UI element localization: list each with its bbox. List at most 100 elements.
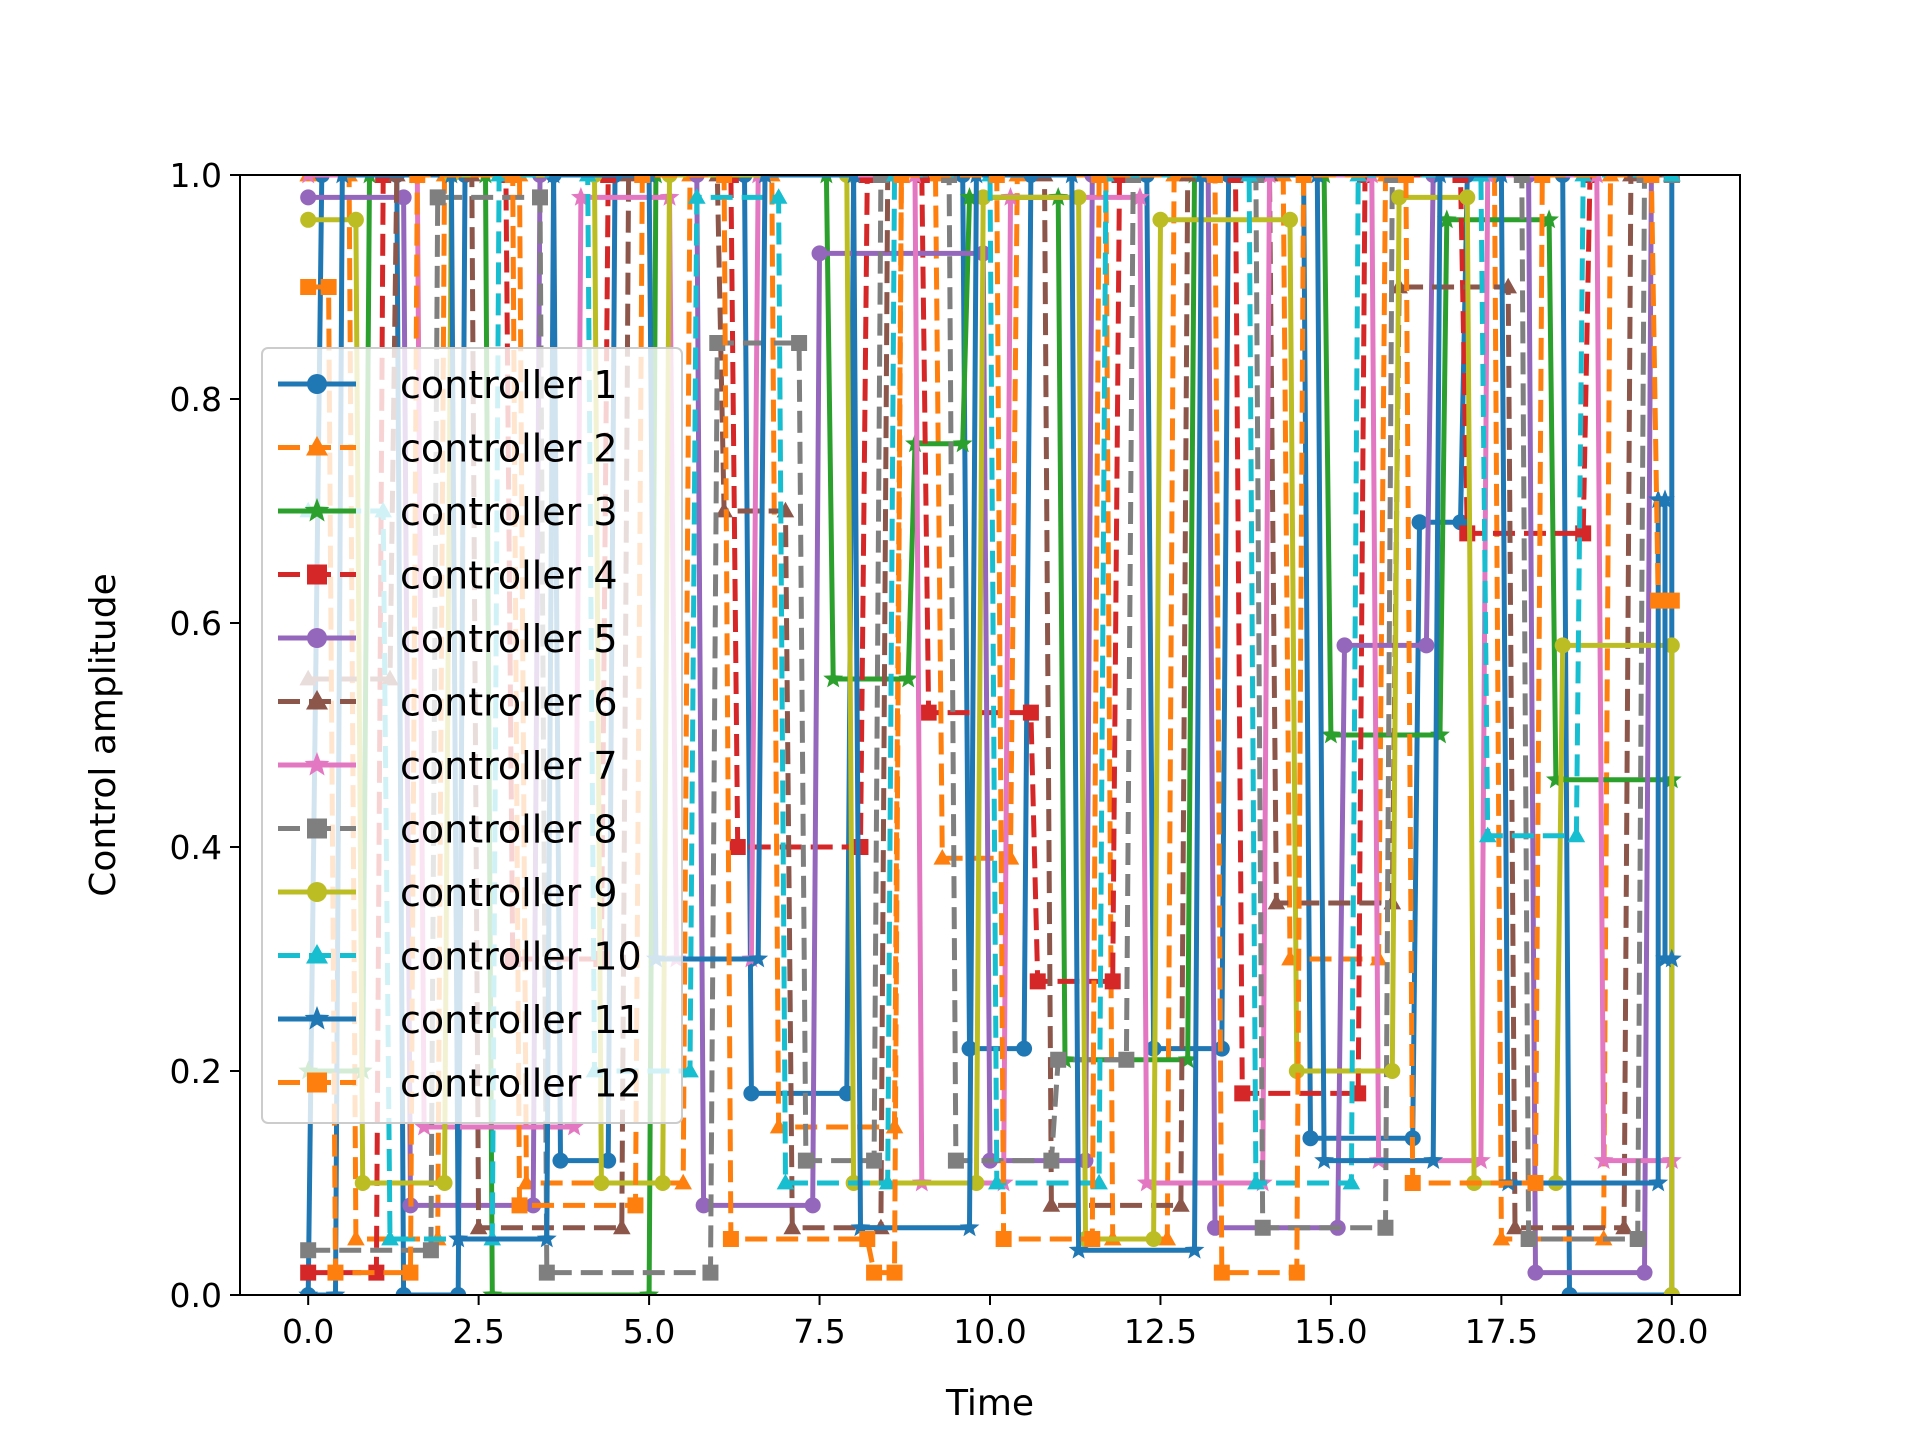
data-point-controller-8 [947,1152,964,1169]
data-point-controller-12 [327,1264,344,1281]
data-point-controller-8 [1513,175,1530,183]
y-tick-label: 0.4 [170,828,222,867]
data-point-controller-1 [600,1152,617,1169]
data-point-controller-10 [681,1061,699,1078]
data-point-controller-1 [1411,514,1428,531]
data-point-controller-12 [988,175,1005,183]
data-point-controller-9 [354,1175,371,1191]
x-tick-label: 15.0 [1294,1312,1367,1351]
data-point-controller-4 [1104,973,1121,990]
data-point-controller-6 [1172,1196,1190,1212]
data-point-controller-1 [450,1287,467,1295]
legend-label: controller 3 [400,490,618,534]
data-point-controller-6 [1267,893,1286,910]
data-point-controller-11 [448,1228,469,1248]
data-point-controller-12 [722,1231,739,1247]
data-point-controller-5 [300,189,317,206]
data-point-controller-12 [409,175,426,183]
legend-swatch-marker [307,564,327,585]
data-point-controller-12 [511,1197,528,1214]
x-axis-label: Time [945,1383,1034,1424]
legend-label: controller 7 [400,744,618,788]
legend-label: controller 9 [400,871,618,915]
data-point-controller-12 [893,175,910,183]
legend-swatch-marker [306,436,328,456]
x-tick-label: 0.0 [282,1312,334,1351]
data-point-controller-9 [1663,1287,1680,1295]
data-point-controller-11 [1065,175,1078,184]
legend-swatch-marker [307,882,327,902]
data-point-controller-11 [1314,1150,1334,1169]
data-point-controller-3 [1436,209,1457,229]
data-point-controller-11 [298,1284,319,1295]
data-point-controller-12 [1650,592,1667,609]
data-point-controller-9 [300,211,317,228]
legend-label: controller 5 [400,617,618,661]
y-tick-label: 1.0 [170,156,222,195]
data-point-controller-12 [1527,1175,1544,1191]
data-point-controller-11 [758,175,772,184]
data-point-controller-11 [1068,1239,1089,1259]
data-point-controller-11 [1495,175,1508,184]
data-point-controller-4 [920,704,937,721]
data-point-controller-9 [975,189,992,206]
data-point-controller-12 [1207,175,1223,183]
y-tick-label: 0.0 [170,1276,222,1315]
data-point-controller-3 [639,1284,659,1295]
y-tick-label: 0.8 [170,380,222,419]
data-point-controller-8 [538,1264,555,1281]
y-axis-ticks: 0.0 0.2 0.4 0.6 0.8 1.0 [170,156,240,1315]
data-point-controller-8 [532,189,548,206]
data-point-controller-3 [1177,1049,1198,1069]
data-point-controller-9 [593,1175,610,1191]
data-point-controller-6 [1042,1196,1061,1212]
data-point-controller-9 [1288,1063,1305,1079]
data-point-controller-12 [866,1264,883,1281]
data-point-controller-10 [1567,826,1586,843]
data-point-controller-10 [1478,826,1497,843]
data-point-controller-9 [1554,637,1571,654]
data-point-controller-9 [1070,189,1087,206]
legend-swatch-marker [306,944,328,964]
data-point-controller-1 [1016,1040,1033,1057]
data-point-controller-11 [536,1228,557,1248]
data-point-controller-11 [325,1284,346,1295]
data-point-controller-10 [381,1229,399,1246]
data-point-controller-8 [429,189,446,206]
data-point-controller-7 [302,175,315,184]
legend-swatch-marker [304,498,330,522]
data-point-controller-1 [1561,1287,1578,1295]
data-point-controller-7 [1471,1150,1491,1169]
data-point-controller-8 [702,1264,719,1281]
data-point-controller-7 [1136,1172,1157,1192]
data-point-controller-5 [1636,1264,1653,1281]
legend-swatch-marker [306,690,328,710]
legend-label: controller 10 [400,935,642,979]
data-point-controller-3 [1430,724,1450,744]
data-point-controller-7 [1130,187,1150,206]
data-point-controller-4 [729,839,746,855]
x-tick-label: 17.5 [1465,1312,1538,1351]
data-point-controller-10 [776,1173,795,1190]
legend-box [261,347,683,1124]
series-line-controller-12 [308,175,1672,1276]
data-point-controller-8 [872,175,889,183]
data-point-controller-9 [1145,1231,1162,1247]
data-point-controller-12 [402,1264,419,1281]
data-point-controller-10 [1663,175,1681,182]
data-point-controller-8 [1520,1231,1537,1247]
data-point-controller-3 [898,668,919,688]
data-point-controller-11 [1433,175,1447,184]
data-point-controller-12 [1663,592,1680,609]
data-point-controller-12 [300,279,317,295]
data-point-controller-8 [1118,1051,1135,1068]
legend-swatch-marker [307,1072,327,1093]
legend-swatch-marker [307,628,327,648]
data-point-controller-12 [995,1231,1012,1247]
x-tick-label: 20.0 [1635,1312,1708,1351]
legend-swatch-marker [304,752,330,776]
data-point-controller-10 [878,1173,897,1190]
data-point-controller-2 [933,849,952,865]
data-point-controller-8 [1043,1152,1060,1169]
x-tick-label: 12.5 [1124,1312,1197,1351]
